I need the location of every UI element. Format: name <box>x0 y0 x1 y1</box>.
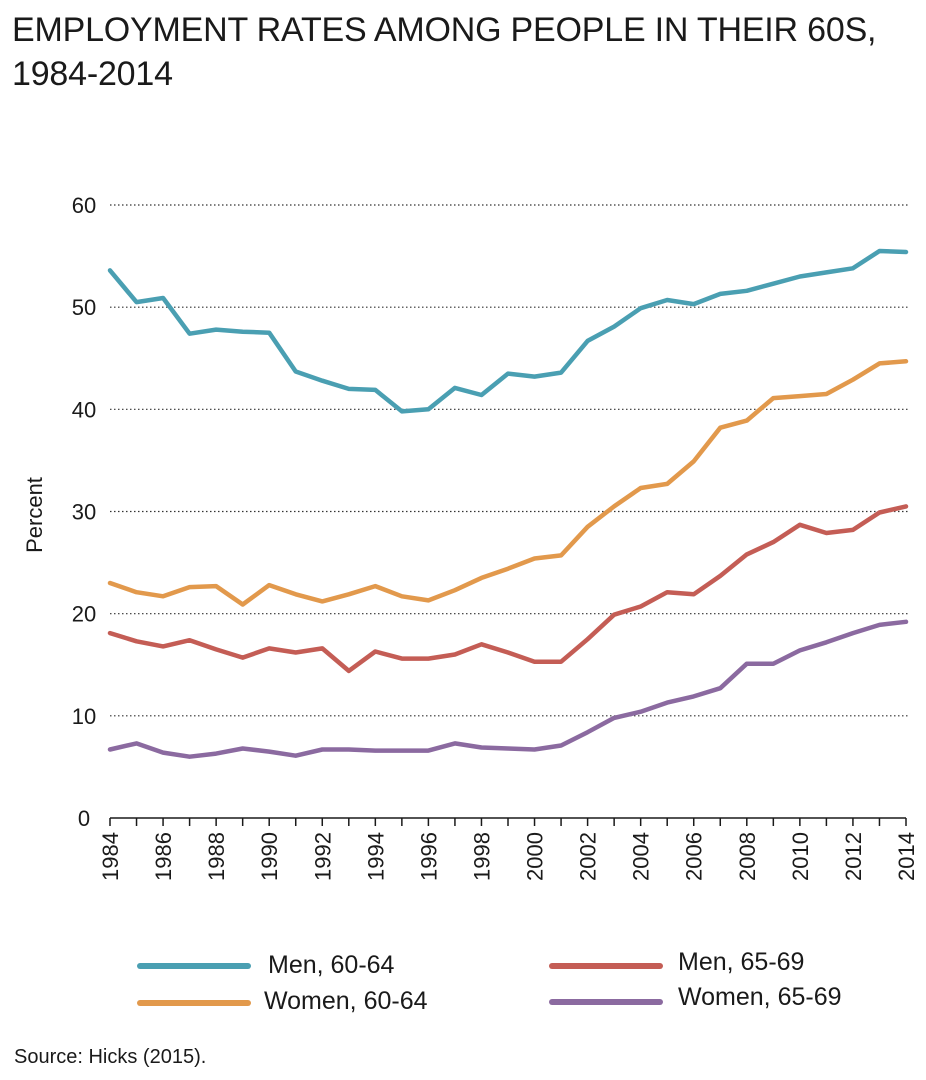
x-tick-label-1996: 1996 <box>416 832 441 881</box>
legend-label-women-60-64: Women, 60-64 <box>264 987 428 1015</box>
x-tick-label-1998: 1998 <box>469 832 494 881</box>
x-tick-label-2014: 2014 <box>894 832 919 881</box>
y-tick-label-40: 40 <box>72 397 96 422</box>
series-line-women-65-69 <box>107 619 909 759</box>
x-tick-label-2004: 2004 <box>629 832 654 881</box>
legend-label-men-60-64: Men, 60-64 <box>268 951 395 979</box>
x-tick-label-2008: 2008 <box>735 832 760 881</box>
legend-label-men-65-69: Men, 65-69 <box>678 948 805 976</box>
series-line-women-60-64 <box>107 359 909 607</box>
y-tick-label-30: 30 <box>72 500 96 525</box>
y-tick-label-0: 0 <box>78 806 90 831</box>
tick-labels: 0 10 20 30 40 50 60 1984 1986 1988 1990 1992 1994 199… <box>72 193 919 881</box>
series-lines <box>107 248 909 759</box>
x-tick-label-2006: 2006 <box>682 832 707 881</box>
legend-label-women-65-69: Women, 65-69 <box>678 983 842 1011</box>
gridlines <box>110 204 910 717</box>
x-tick-label-2000: 2000 <box>523 832 548 881</box>
y-tick-label-20: 20 <box>72 602 96 627</box>
x-tick-label-1990: 1990 <box>257 832 282 881</box>
x-tick-label-1994: 1994 <box>363 832 388 881</box>
y-tick-label-10: 10 <box>72 704 96 729</box>
series-line-men-65-69 <box>107 504 909 674</box>
series-line-men-60-64 <box>107 248 909 414</box>
y-axis-label: Percent <box>22 477 47 553</box>
x-tick-label-1986: 1986 <box>151 832 176 881</box>
x-tick-label-1984: 1984 <box>98 832 123 881</box>
y-tick-label-50: 50 <box>72 295 96 320</box>
x-tick-label-2002: 2002 <box>576 832 601 881</box>
x-tick-label-1992: 1992 <box>310 832 335 881</box>
chart-title: EMPLOYMENT RATES AMONG PEOPLE IN THEIR 6… <box>12 11 877 93</box>
x-tick-label-2012: 2012 <box>841 832 866 881</box>
y-tick-label-60: 60 <box>72 193 96 218</box>
axes <box>109 817 907 826</box>
source-note: Source: Hicks (2015). <box>14 1046 207 1068</box>
legend-swatches <box>137 963 663 1006</box>
x-tick-label-1988: 1988 <box>204 832 229 881</box>
x-tick-label-2010: 2010 <box>788 832 813 881</box>
